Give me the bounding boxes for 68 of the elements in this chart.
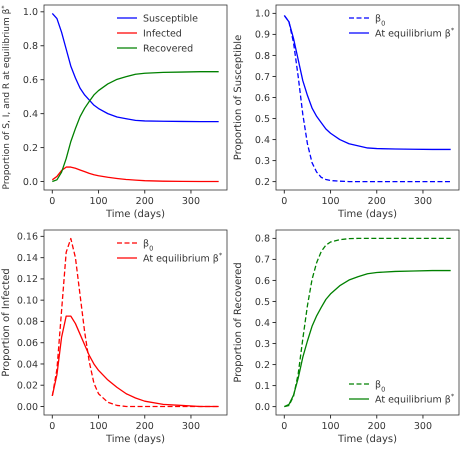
y-tick-label: 0.2	[254, 176, 270, 188]
x-tick-label: 300	[182, 421, 200, 432]
y-tick-label: 0.8	[254, 50, 270, 62]
y-tick-label: 0.02	[16, 380, 38, 392]
legend-label: β$_{0}$	[375, 380, 386, 394]
y-tick-label: 0.6	[254, 92, 270, 104]
y-tick-label: 0.4	[254, 134, 270, 146]
line-series	[52, 12, 220, 122]
y-tick-label: 0.5	[254, 296, 270, 308]
legend-label: Infected	[143, 28, 182, 40]
x-axis-title: Time (days)	[104, 209, 166, 220]
x-tick-label: 100	[89, 421, 108, 432]
y-tick-label: 0.9	[254, 30, 270, 41]
y-tick-label: 0.10	[16, 295, 38, 306]
x-tick-label: 300	[414, 421, 432, 432]
y-tick-label: 0.0	[22, 176, 38, 188]
y-tick-label: 0.8	[22, 41, 38, 52]
legend-label: At equilibrium β$^{*}$	[375, 26, 455, 40]
y-tick-label: 0.6	[254, 276, 270, 287]
y-tick-label: 0.1	[254, 380, 270, 392]
y-tick-label: 0.7	[254, 72, 270, 83]
y-tick-label: 0.4	[22, 108, 38, 120]
y-tick-label: 0.14	[16, 252, 38, 264]
x-axis-title: Time (days)	[336, 209, 398, 220]
y-tick-label: 0.2	[254, 360, 270, 371]
y-tick-label: 0.08	[16, 316, 38, 328]
y-axis-title: Proportion of Infected	[1, 268, 12, 377]
x-tick-label: 100	[321, 196, 340, 207]
legend-label: β$_{0}$	[375, 14, 386, 28]
x-tick-label: 0	[281, 421, 288, 432]
y-tick-label: 1.0	[22, 7, 38, 18]
legend-label: Susceptible	[143, 14, 198, 24]
y-tick-label: 0.3	[254, 338, 270, 350]
y-tick-label: 0.0	[254, 402, 270, 413]
x-tick-label: 0	[49, 421, 56, 432]
y-tick-label: 0.8	[254, 234, 270, 245]
y-tick-label: 0.6	[22, 74, 38, 86]
x-tick-label: 200	[368, 421, 386, 432]
y-tick-label: 0.00	[16, 402, 38, 413]
y-tick-label: 0.06	[16, 338, 38, 349]
legend-label: At equilibrium β$^{*}$	[375, 392, 455, 406]
x-tick-label: 100	[89, 196, 108, 207]
x-tick-label: 100	[321, 421, 340, 432]
y-tick-label: 0.04	[16, 359, 38, 370]
y-tick-label: 1.0	[254, 8, 270, 20]
legend-label: β$_{0}$	[143, 238, 154, 252]
x-tick-label: 200	[136, 421, 154, 432]
x-axis-title: Time (days)	[104, 434, 166, 445]
y-tick-label: 0.3	[254, 156, 270, 167]
y-tick-label: 0.4	[254, 318, 270, 329]
y-tick-label: 0.2	[22, 142, 38, 154]
y-tick-label: 0.12	[16, 274, 38, 286]
y-axis-title: Proportion of Susceptible	[233, 34, 244, 160]
y-tick-label: 0.16	[16, 232, 38, 243]
line-series	[52, 166, 220, 182]
x-tick-label: 200	[368, 196, 386, 207]
y-tick-label: 0.7	[254, 254, 270, 266]
y-tick-label: 0.5	[254, 114, 270, 125]
y-axis-title: Proportion of Recovered	[233, 262, 244, 383]
line-series	[52, 71, 220, 182]
x-axis-title: Time (days)	[336, 434, 398, 445]
x-tick-label: 0	[49, 196, 56, 207]
x-tick-label: 300	[182, 196, 200, 207]
legend-label: At equilibrium β$^{*}$	[143, 252, 223, 264]
legend-label: Recovered	[143, 44, 194, 54]
x-tick-label: 0	[281, 196, 288, 207]
x-tick-label: 300	[414, 196, 432, 207]
x-tick-label: 200	[136, 196, 154, 207]
